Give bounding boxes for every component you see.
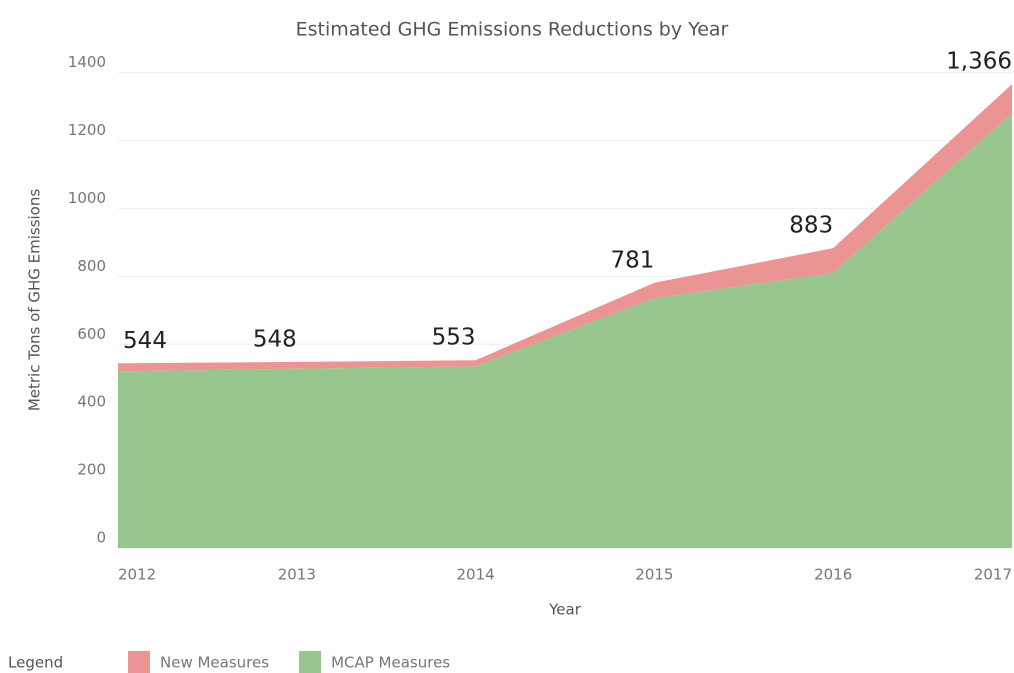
data-label: 553 — [432, 325, 476, 351]
y-tick-label: 1000 — [68, 189, 106, 207]
x-tick-label: 2012 — [118, 566, 156, 584]
x-tick-label: 2015 — [635, 566, 673, 584]
y-axis-label: Metric Tons of GHG Emissions — [26, 189, 44, 412]
legend-swatch — [299, 651, 322, 673]
x-axis-label: Year — [548, 601, 582, 619]
legend-swatch — [128, 651, 150, 673]
data-label: 1,366 — [946, 49, 1012, 75]
y-tick-label: 600 — [77, 325, 106, 343]
legend-title: Legend — [8, 654, 63, 672]
legend-label: New Measures — [160, 654, 269, 672]
data-label: 781 — [610, 247, 654, 273]
legend-label: MCAP Measures — [331, 654, 450, 672]
x-tick-label: 2013 — [278, 566, 316, 584]
x-tick-label: 2014 — [457, 566, 495, 584]
data-label: 548 — [253, 326, 297, 352]
area — [118, 113, 1012, 548]
x-tick-label: 2017 — [974, 566, 1012, 584]
data-label: 544 — [123, 328, 167, 354]
y-tick-label: 1400 — [68, 53, 106, 71]
x-tick-label: 2016 — [814, 566, 852, 584]
y-tick-label: 200 — [77, 461, 106, 479]
y-tick-label: 1200 — [68, 121, 106, 139]
y-tick-label: 400 — [77, 393, 106, 411]
y-tick-label: 0 — [96, 529, 106, 547]
y-tick-label: 800 — [77, 257, 106, 275]
data-label: 883 — [789, 213, 833, 239]
chart-title: Estimated GHG Emissions Reductions by Ye… — [296, 19, 729, 41]
